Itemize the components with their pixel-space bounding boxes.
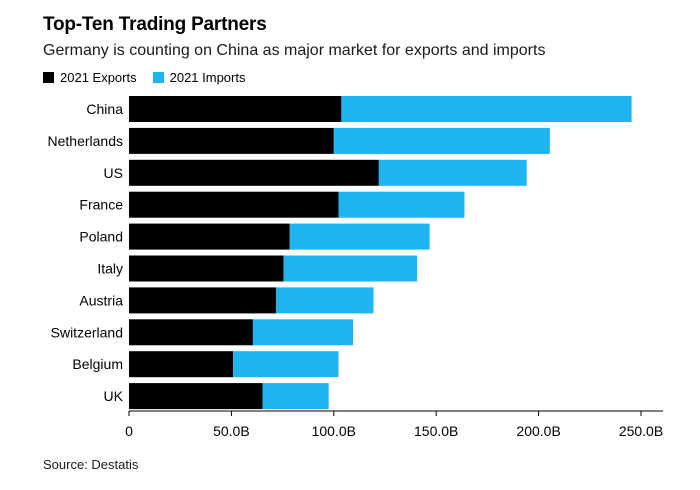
x-tick-label: 150.0B — [414, 423, 458, 439]
category-label-uk: UK — [104, 388, 124, 404]
category-label-netherlands: Netherlands — [48, 133, 124, 149]
chart-subtitle: Germany is counting on China as major ma… — [43, 42, 546, 59]
bar-2021-exports-china — [129, 96, 342, 122]
bar-2021-exports-us — [129, 159, 379, 186]
legend-item-imports: 2021 Imports — [152, 70, 246, 85]
legend-swatch-imports — [152, 72, 164, 83]
x-tick-label: 0 — [125, 423, 133, 439]
category-label-france: France — [79, 197, 123, 213]
x-tick-label: 200.0B — [516, 423, 560, 439]
bar-2021-exports-austria — [129, 287, 277, 314]
category-label-italy: Italy — [97, 261, 123, 277]
bar-2021-imports-netherlands — [333, 127, 550, 154]
bar-2021-imports-austria — [276, 287, 374, 314]
bar-2021-exports-poland — [129, 223, 290, 250]
x-tick-label: 250.0B — [619, 423, 663, 439]
category-label-austria: Austria — [79, 292, 123, 308]
bar-2021-exports-france — [129, 191, 339, 218]
legend-swatch-exports — [43, 72, 54, 83]
bar-2021-imports-uk — [262, 383, 329, 410]
bar-2021-exports-italy — [129, 255, 284, 282]
source-note: Source: Destatis — [43, 457, 139, 472]
chart-title: Top-Ten Trading Partners — [43, 14, 267, 35]
bar-2021-exports-uk — [129, 383, 263, 410]
bar-2021-exports-netherlands — [129, 127, 334, 154]
legend: 2021 Exports 2021 Imports — [43, 70, 261, 85]
x-tick-label: 100.0B — [312, 423, 356, 439]
category-label-china: China — [86, 101, 123, 117]
category-label-switzerland: Switzerland — [51, 324, 123, 340]
legend-label-imports: 2021 Imports — [169, 70, 246, 85]
bar-2021-imports-china — [341, 96, 632, 122]
category-label-poland: Poland — [79, 229, 123, 245]
legend-item-exports: 2021 Exports — [43, 70, 137, 85]
bar-2021-exports-belgium — [129, 351, 234, 378]
bar-2021-imports-belgium — [233, 351, 339, 378]
category-label-us: US — [104, 165, 123, 181]
bar-2021-imports-switzerland — [252, 319, 354, 346]
bar-2021-imports-italy — [283, 255, 418, 282]
bar-2021-imports-us — [378, 159, 527, 186]
legend-label-exports: 2021 Exports — [60, 70, 137, 85]
bar-2021-exports-switzerland — [129, 319, 253, 346]
x-tick-label: 50.0B — [213, 423, 250, 439]
bar-2021-imports-france — [338, 191, 465, 218]
category-label-belgium: Belgium — [72, 356, 123, 372]
bar-2021-imports-poland — [289, 223, 430, 250]
